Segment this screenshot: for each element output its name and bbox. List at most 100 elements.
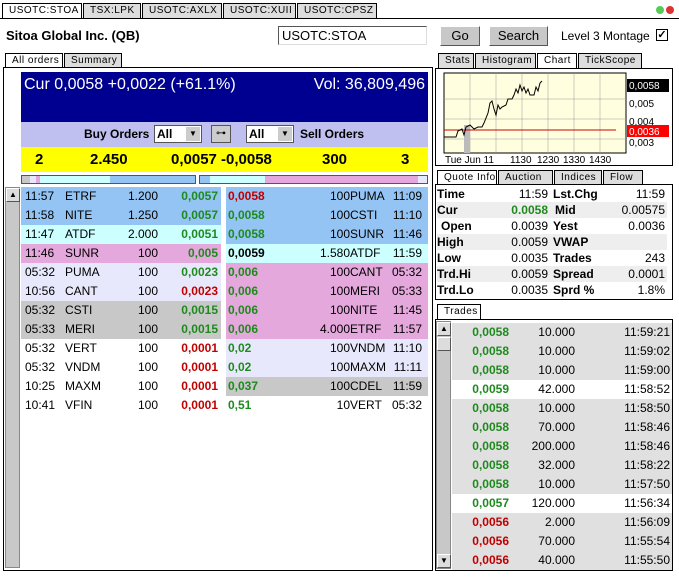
trade-size: 70.000	[538, 420, 575, 434]
tab-usotc-axlx[interactable]: USOTC:AXLX	[142, 3, 222, 18]
quote-row: Trd.Hi 0.0059 Spread 0.0001	[437, 266, 667, 282]
trade-price: 0,0057	[472, 496, 509, 510]
sell-order-row[interactable]: 0,0059 1.580 ATDF 11:59	[226, 244, 428, 263]
order-size: 1.200	[127, 189, 158, 203]
order-price: 0,0015	[181, 303, 218, 317]
trade-price: 0,0058	[472, 344, 509, 358]
quote-label: Time	[437, 187, 465, 201]
tab-trades[interactable]: Trades	[437, 304, 481, 319]
link-icon[interactable]: ⊶	[211, 125, 231, 143]
quote-label: Cur	[437, 203, 458, 217]
buy-order-row[interactable]: 11:58 NITE 1.250 0,0057	[21, 206, 221, 225]
sell-order-row[interactable]: 0,006 4.000 ETRF 11:57	[226, 320, 428, 339]
sell-order-row[interactable]: 0,0058 100 SUNR 11:46	[226, 225, 428, 244]
trade-time: 11:57:50	[624, 477, 670, 491]
tab-tickscope[interactable]: TickScope	[578, 53, 642, 68]
buy-order-row[interactable]: 05:32 VNDM 100 0,0001	[21, 358, 221, 377]
quote-label: High	[437, 235, 464, 249]
order-price: 0,0057	[181, 189, 218, 203]
buy-order-row[interactable]: 05:32 CSTI 100 0,0015	[21, 301, 221, 320]
order-price: 0,0023	[181, 284, 218, 298]
sell-order-row[interactable]: 0,006 100 MERI 05:33	[226, 282, 428, 301]
trade-time: 11:55:54	[624, 534, 670, 548]
market-maker: VERT	[350, 398, 382, 412]
buy-order-row[interactable]: 05:33 MERI 100 0,0015	[21, 320, 221, 339]
scroll-down-icon[interactable]: ▼	[437, 554, 451, 568]
trade-row: 0,0059 42.000 11:58:52	[452, 380, 672, 399]
scroll-up-icon[interactable]: ▲	[437, 322, 451, 336]
sell-order-row[interactable]: 0,02 100 VNDM 11:10	[226, 339, 428, 358]
buy-order-row[interactable]: 05:32 VERT 100 0,0001	[21, 339, 221, 358]
trade-time: 11:56:09	[624, 515, 670, 529]
trade-size: 70.000	[538, 534, 575, 548]
best-ask: -0,0058	[221, 151, 272, 168]
tab-stats[interactable]: Stats	[438, 53, 474, 68]
sell-order-row[interactable]: 0,02 100 MAXM 11:11	[226, 358, 428, 377]
tab-usotc-cpsz[interactable]: USOTC:CPSZ	[297, 3, 377, 18]
buy-filter-select[interactable]: All ▼	[154, 125, 202, 143]
order-time: 11:11	[393, 360, 422, 374]
summary-bar: 2 2.450 0,0057 -0,0058 300 3	[21, 147, 428, 172]
order-price: 0,006	[228, 284, 259, 298]
order-size: 100	[329, 379, 350, 393]
market-maker: CANT	[65, 284, 98, 298]
quote-value: 1.8%	[637, 283, 665, 297]
buy-order-row[interactable]: 10:41 VFIN 100 0,0001	[21, 396, 221, 415]
order-book-scrollbar[interactable]: ▲	[5, 187, 20, 568]
sell-order-row[interactable]: 0,0058 100 PUMA 11:09	[226, 187, 428, 206]
go-button[interactable]: Go	[440, 26, 480, 46]
buy-order-row[interactable]: 10:56 CANT 100 0,0023	[21, 282, 221, 301]
trade-size: 200.000	[531, 439, 575, 453]
close-icon[interactable]	[666, 6, 674, 14]
sell-order-row[interactable]: 0,51 10 VERT 05:32	[226, 396, 428, 415]
buy-order-row[interactable]: 10:25 MAXM 100 0,0001	[21, 377, 221, 396]
order-size: 100	[137, 246, 158, 260]
order-time: 05:32	[391, 398, 422, 412]
sell-order-row[interactable]: 0,006 100 NITE 11:45	[226, 301, 428, 320]
sell-order-row[interactable]: 0,037 100 CDEL 11:59	[226, 377, 428, 396]
tab-all-orders[interactable]: All orders	[5, 53, 63, 68]
sell-filter-select[interactable]: All ▼	[246, 125, 294, 143]
order-price: 0,006	[228, 265, 259, 279]
tab-usotc-stoa[interactable]: USOTC:STOA	[2, 3, 82, 18]
sell-order-row[interactable]: 0,006 100 CANT 05:32	[226, 263, 428, 282]
scroll-up-icon[interactable]: ▲	[6, 188, 20, 202]
scroll-thumb[interactable]	[437, 337, 451, 351]
quote-value: 0.0036	[628, 219, 665, 233]
chart-y-label: 0,004	[629, 117, 654, 128]
quote-value: 0.0059	[511, 267, 548, 281]
trade-row: 0,0057 120.000 11:56:34	[452, 494, 672, 513]
search-button[interactable]: Search	[489, 26, 548, 46]
level3-checkbox[interactable]: ✓	[656, 29, 668, 41]
order-time: 11:10	[392, 341, 422, 355]
trades-scrollbar[interactable]: ▲ ▼	[436, 321, 451, 569]
tab-auction[interactable]: Auction	[498, 170, 553, 185]
trade-price: 0,0058	[472, 477, 509, 491]
market-maker: CANT	[350, 265, 383, 279]
tab-chart[interactable]: Chart	[537, 53, 577, 68]
maximize-icon[interactable]	[656, 6, 664, 14]
tab-usotc-xuii[interactable]: USOTC:XUII	[223, 3, 296, 18]
tab-quote-info[interactable]: Quote Info	[437, 170, 497, 185]
symbol-input[interactable]	[278, 26, 427, 45]
sell-order-row[interactable]: 0,0058 100 CSTI 11:10	[226, 206, 428, 225]
quote-value: 0.00575	[621, 203, 665, 217]
tab-histogram[interactable]: Histogram	[475, 53, 536, 68]
trade-time: 11:58:46	[624, 420, 670, 434]
tab-tsx-lpk[interactable]: TSX:LPK	[83, 3, 141, 18]
tab-summary[interactable]: Summary	[64, 53, 122, 68]
sell-orders-label: Sell Orders	[300, 127, 365, 141]
order-size: 100	[329, 265, 350, 279]
buy-order-row[interactable]: 11:47 ATDF 2.000 0,0051	[21, 225, 221, 244]
trade-price: 0,0058	[472, 401, 509, 415]
tab-flow[interactable]: Flow	[603, 170, 643, 185]
buy-order-row[interactable]: 11:46 SUNR 100 0,005	[21, 244, 221, 263]
tab-indices[interactable]: Indices	[554, 170, 602, 185]
buy-order-row[interactable]: 11:57 ETRF 1.200 0,0057	[21, 187, 221, 206]
buy-order-row[interactable]: 05:32 PUMA 100 0,0023	[21, 263, 221, 282]
order-size: 100	[137, 303, 158, 317]
trade-size: 10.000	[538, 344, 575, 358]
order-size: 4.000	[319, 322, 350, 336]
order-price: 0,0057	[181, 208, 218, 222]
trade-time: 11:55:50	[624, 553, 670, 567]
